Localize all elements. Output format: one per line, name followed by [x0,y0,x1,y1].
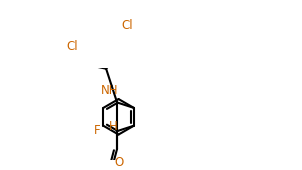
Text: Cl: Cl [66,40,78,53]
Text: F: F [93,124,100,137]
Text: Cl: Cl [122,19,133,32]
Text: H: H [108,120,117,133]
Text: O: O [114,156,123,169]
Text: NH: NH [101,84,118,97]
